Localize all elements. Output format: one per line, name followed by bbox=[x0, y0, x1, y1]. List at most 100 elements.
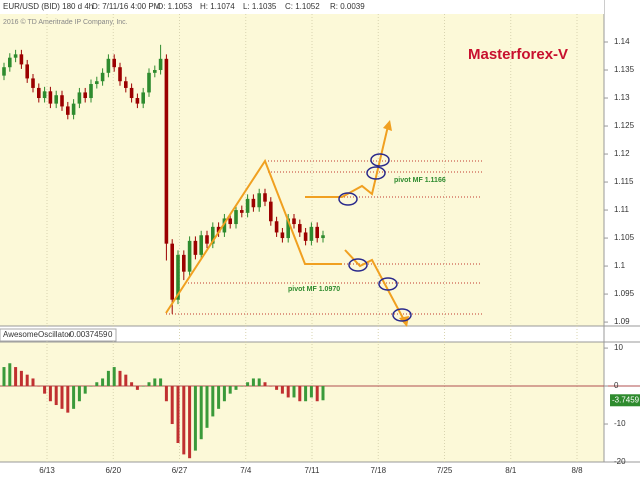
candle-body bbox=[89, 84, 93, 99]
candle-body bbox=[298, 224, 302, 233]
bar bbox=[54, 386, 58, 406]
bar bbox=[106, 370, 110, 387]
high: H: 1.1074 bbox=[200, 2, 235, 11]
candle-body bbox=[147, 72, 151, 93]
y-tick-label: 10 bbox=[614, 343, 623, 352]
candle-body bbox=[25, 64, 29, 79]
bar bbox=[31, 378, 35, 387]
bar bbox=[188, 386, 192, 459]
ellipse-marker bbox=[338, 192, 358, 206]
x-tick-label: 6/27 bbox=[172, 466, 188, 475]
ellipse-marker bbox=[370, 153, 390, 167]
candle-body bbox=[60, 95, 64, 107]
bar bbox=[147, 382, 151, 387]
price-panel bbox=[0, 0, 604, 326]
bar bbox=[83, 386, 87, 394]
bar bbox=[72, 386, 76, 409]
bar bbox=[228, 386, 232, 394]
x-tick-label: 8/8 bbox=[571, 466, 583, 475]
candle-body bbox=[31, 78, 35, 88]
bar bbox=[240, 386, 244, 387]
candle-body bbox=[141, 92, 145, 104]
candle-body bbox=[118, 67, 122, 82]
candle-body bbox=[269, 201, 273, 222]
bar bbox=[193, 386, 197, 451]
y-tick-label: 1.095 bbox=[614, 289, 635, 298]
candle-body bbox=[66, 106, 70, 115]
bar bbox=[205, 386, 209, 428]
bar bbox=[269, 386, 273, 387]
candle-body bbox=[315, 226, 319, 239]
bar bbox=[141, 386, 145, 387]
candle-body bbox=[176, 254, 180, 300]
bar bbox=[8, 363, 12, 387]
candle-body bbox=[286, 218, 290, 239]
candle-body bbox=[182, 254, 186, 272]
oscillator-flag: 0 bbox=[108, 330, 113, 339]
bar bbox=[176, 386, 180, 444]
bar bbox=[159, 378, 163, 387]
oscillator-panel bbox=[0, 342, 604, 462]
range: R: 0.0039 bbox=[330, 2, 365, 11]
candle-body bbox=[292, 218, 296, 225]
bar bbox=[66, 386, 70, 413]
bar bbox=[130, 382, 134, 387]
y-tick-label: 1.13 bbox=[614, 93, 630, 102]
bar bbox=[14, 367, 18, 387]
candle-body bbox=[112, 58, 116, 68]
symbol: EUR/USD (BID) 180 d 4h bbox=[3, 2, 93, 11]
bar bbox=[19, 370, 23, 387]
candle-body bbox=[100, 72, 105, 82]
chart-title: Masterforex-V bbox=[468, 46, 568, 63]
bar bbox=[217, 386, 221, 409]
candle-body bbox=[77, 92, 82, 104]
x-tick-label: 6/13 bbox=[39, 466, 55, 475]
candle-body bbox=[280, 232, 285, 239]
bar bbox=[280, 386, 284, 394]
bar bbox=[164, 386, 168, 402]
y-tick-label: -10 bbox=[614, 419, 626, 428]
ellipse-marker bbox=[378, 277, 398, 291]
candle-body bbox=[164, 58, 169, 244]
x-tick-label: 7/25 bbox=[437, 466, 453, 475]
candle-body bbox=[129, 87, 134, 99]
bar bbox=[153, 378, 157, 387]
candle-body bbox=[228, 218, 232, 225]
bar bbox=[135, 386, 139, 390]
candle-body bbox=[170, 243, 174, 300]
candle-body bbox=[222, 218, 227, 233]
candle-body bbox=[205, 235, 209, 244]
y-tick-label: 1.135 bbox=[614, 65, 635, 74]
bar bbox=[246, 382, 250, 387]
level-lines bbox=[166, 160, 482, 315]
bar bbox=[263, 382, 267, 387]
bar bbox=[124, 374, 128, 387]
candle-body bbox=[95, 81, 99, 85]
bar bbox=[170, 386, 174, 425]
candle-body bbox=[257, 193, 261, 208]
candle-body bbox=[309, 226, 314, 241]
x-tick-label: 7/18 bbox=[370, 466, 386, 475]
bar bbox=[321, 386, 325, 401]
annotation: pivot MF 1.0970 bbox=[288, 286, 340, 293]
candle-body bbox=[42, 91, 47, 99]
candle-body bbox=[153, 70, 157, 73]
candle-body bbox=[251, 198, 256, 208]
candle-body bbox=[19, 54, 24, 65]
wave-line bbox=[305, 125, 389, 198]
bar bbox=[234, 386, 238, 390]
candle-body bbox=[71, 103, 76, 115]
candle-body bbox=[303, 232, 308, 241]
candle-body bbox=[211, 226, 215, 244]
candle-body bbox=[54, 95, 58, 104]
bar bbox=[304, 386, 308, 402]
y-tick-label: 1.09 bbox=[614, 317, 630, 326]
candle-body bbox=[158, 58, 163, 71]
copyright: 2016 © TD Ameritrade IP Company, Inc. bbox=[3, 18, 128, 26]
candle-body bbox=[321, 235, 325, 239]
date: D: 7/11/16 4:00 PM bbox=[92, 2, 161, 11]
oscillator-header bbox=[0, 328, 117, 342]
bar bbox=[77, 386, 81, 402]
candle-body bbox=[216, 226, 221, 233]
bar bbox=[199, 386, 203, 440]
